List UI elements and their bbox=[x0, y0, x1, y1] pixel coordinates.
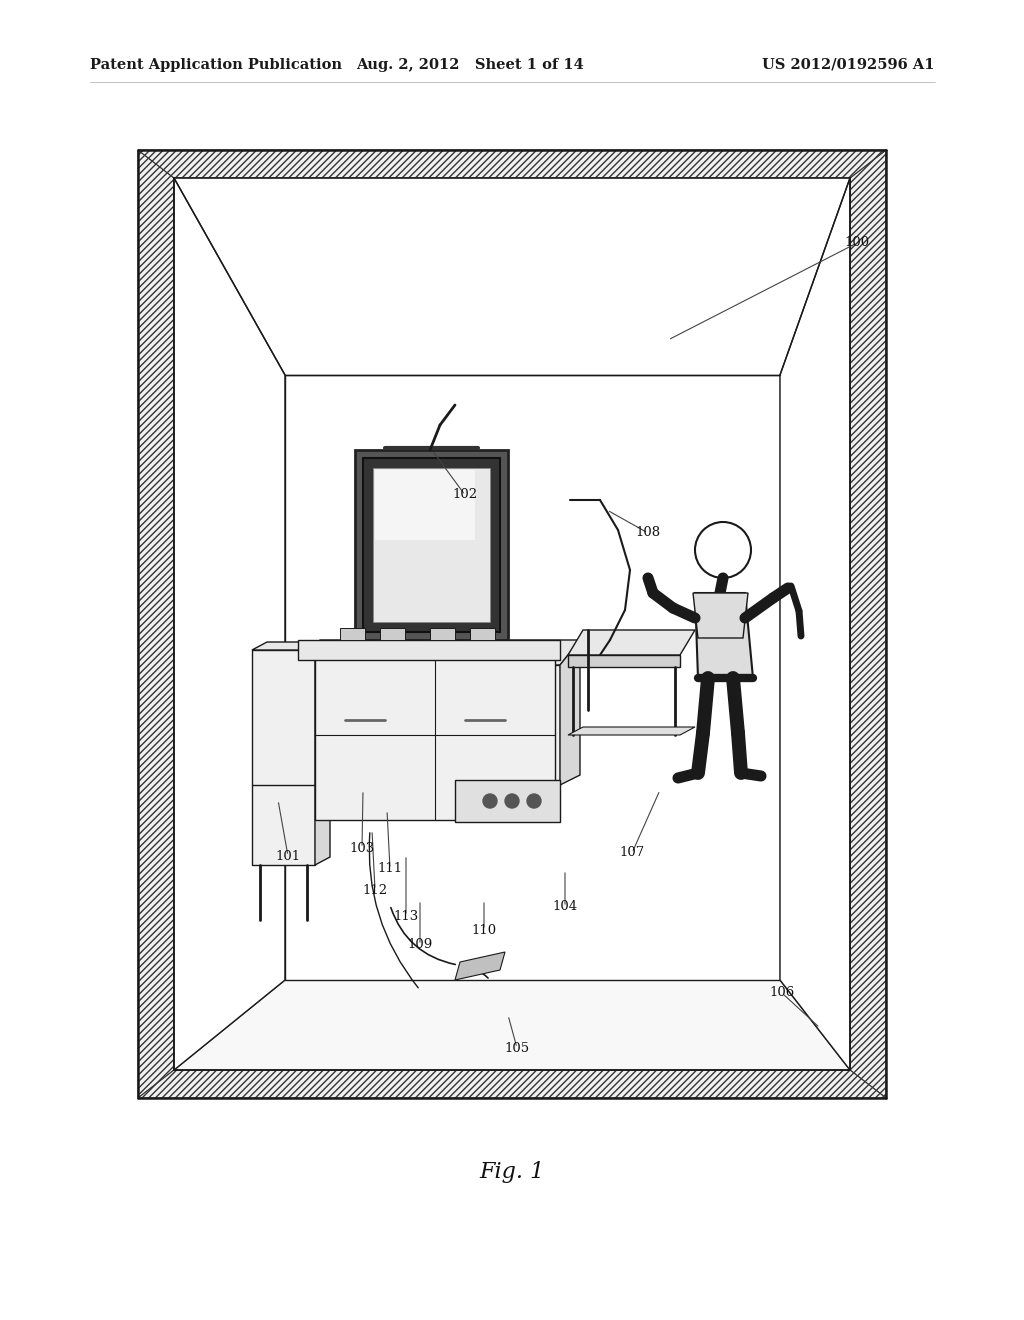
Text: 109: 109 bbox=[408, 939, 432, 952]
Circle shape bbox=[483, 795, 497, 808]
Text: 107: 107 bbox=[620, 846, 645, 859]
Polygon shape bbox=[373, 469, 490, 622]
Text: US 2012/0192596 A1: US 2012/0192596 A1 bbox=[763, 58, 935, 73]
Polygon shape bbox=[174, 979, 850, 1071]
Text: 104: 104 bbox=[552, 900, 578, 913]
Polygon shape bbox=[300, 665, 560, 785]
Text: Fig. 1: Fig. 1 bbox=[479, 1162, 545, 1183]
Text: 100: 100 bbox=[845, 236, 869, 249]
Polygon shape bbox=[138, 150, 886, 178]
Text: 106: 106 bbox=[769, 986, 795, 999]
Polygon shape bbox=[138, 1071, 886, 1098]
Text: 103: 103 bbox=[349, 842, 375, 854]
Polygon shape bbox=[252, 642, 330, 649]
Polygon shape bbox=[470, 628, 495, 640]
Polygon shape bbox=[285, 375, 780, 979]
Text: 108: 108 bbox=[636, 527, 660, 540]
Polygon shape bbox=[362, 458, 500, 632]
Polygon shape bbox=[252, 649, 315, 865]
Polygon shape bbox=[695, 593, 753, 678]
Polygon shape bbox=[174, 178, 850, 1071]
Polygon shape bbox=[174, 178, 285, 1071]
Polygon shape bbox=[430, 628, 455, 640]
Polygon shape bbox=[455, 952, 505, 979]
Polygon shape bbox=[568, 655, 680, 667]
Polygon shape bbox=[380, 628, 406, 640]
Text: 110: 110 bbox=[471, 924, 497, 936]
Text: Aug. 2, 2012   Sheet 1 of 14: Aug. 2, 2012 Sheet 1 of 14 bbox=[356, 58, 584, 73]
Polygon shape bbox=[375, 470, 475, 540]
Text: Patent Application Publication: Patent Application Publication bbox=[90, 58, 342, 73]
Polygon shape bbox=[298, 640, 560, 660]
Polygon shape bbox=[300, 640, 580, 665]
Polygon shape bbox=[138, 150, 174, 1098]
Polygon shape bbox=[850, 150, 886, 1098]
Text: 113: 113 bbox=[393, 909, 419, 923]
Text: 111: 111 bbox=[378, 862, 402, 875]
Polygon shape bbox=[340, 628, 365, 640]
Polygon shape bbox=[780, 178, 850, 1071]
Text: 102: 102 bbox=[453, 488, 477, 502]
Circle shape bbox=[695, 521, 751, 578]
Polygon shape bbox=[568, 630, 695, 655]
Polygon shape bbox=[568, 727, 695, 735]
Polygon shape bbox=[315, 649, 555, 820]
Circle shape bbox=[505, 795, 519, 808]
Circle shape bbox=[527, 795, 541, 808]
Polygon shape bbox=[355, 450, 508, 640]
Text: 101: 101 bbox=[275, 850, 301, 862]
Text: 112: 112 bbox=[362, 883, 387, 896]
Polygon shape bbox=[455, 780, 560, 822]
Polygon shape bbox=[693, 593, 748, 638]
Polygon shape bbox=[315, 642, 330, 865]
Polygon shape bbox=[560, 640, 580, 785]
Text: 105: 105 bbox=[505, 1041, 529, 1055]
